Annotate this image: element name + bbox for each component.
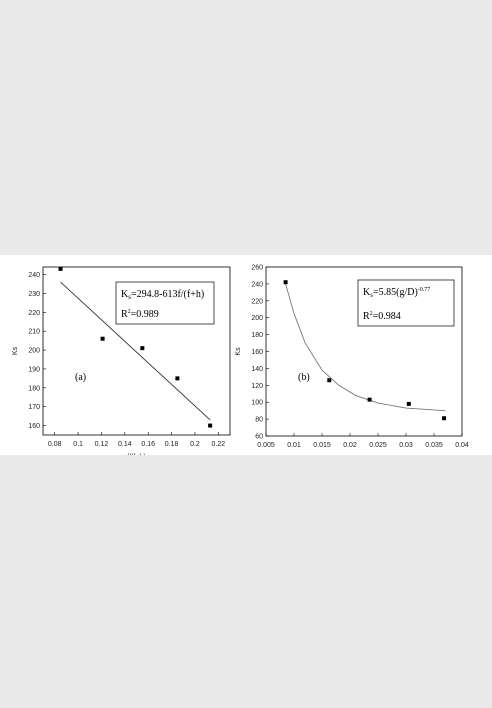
r-squared: R2=0.989 (121, 309, 159, 320)
data-point (283, 280, 288, 285)
chart-panel: 0.005 0.01 0.015 0.02 0.025 0.03 0.035 0.04 60 80… (235, 265, 469, 450)
plot-frame (42, 266, 231, 436)
y-tick-label: 160 (28, 423, 40, 430)
y-tick-label: 190 (28, 366, 40, 373)
y-tick-label: 170 (28, 404, 40, 411)
x-tick-label: 0.035 (425, 442, 443, 449)
x-tick-label: 0.025 (369, 442, 387, 449)
data-point (367, 397, 372, 402)
x-tick-label: 0.01 (287, 442, 301, 449)
panel-label: (a) (75, 372, 86, 383)
x-tick-label: 0.2 (190, 441, 200, 448)
x-tick-label: 0.015 (313, 442, 331, 449)
y-tick-label: 180 (251, 332, 263, 339)
panel-label: (b) (298, 372, 310, 383)
equation-part: K (121, 289, 129, 300)
y-axis-label: Ks (12, 346, 19, 355)
fit-line (285, 283, 446, 412)
equation: Ks=294.8-613f/(f+h) (121, 289, 204, 301)
x-tick-label: 0.12 (95, 441, 109, 448)
x-tick-label: 0.22 (212, 441, 226, 448)
y-tick-label: 230 (28, 291, 40, 298)
x-tick-label: 0.14 (118, 441, 132, 448)
x-tick-label: 0.03 (399, 442, 413, 449)
y-tick-label: 80 (255, 417, 263, 424)
equation-part: K (363, 287, 371, 298)
x-axis-label: f/(f+h) (127, 454, 145, 461)
x-tick-label: 0.04 (455, 442, 469, 449)
y-tick-label: 180 (28, 385, 40, 392)
y-axis-label: Ks (235, 347, 242, 356)
y-tick-label: 220 (28, 310, 40, 317)
data-point (406, 401, 411, 406)
r-squared-part: R (363, 311, 370, 322)
x-tick-label: 0.16 (141, 441, 155, 448)
equation-part: =294.8-613f/(f+h) (131, 289, 204, 300)
y-tick-label: 100 (251, 400, 263, 407)
data-point (208, 423, 213, 428)
y-tick-label: 120 (251, 383, 263, 390)
y-tick-label: 160 (251, 349, 263, 356)
r-squared-part: =0.989 (131, 309, 159, 320)
y-tick-label: 140 (251, 366, 263, 373)
r-squared: R2=0.984 (363, 311, 401, 322)
annotation-box (115, 281, 215, 325)
y-tick-label: 240 (28, 272, 40, 279)
data-point (140, 346, 145, 351)
figure-band (0, 255, 492, 455)
equation: Ks=5.85(g/D)-0.77 (363, 287, 430, 299)
equation-part: s (370, 291, 373, 299)
r-squared-part: 2 (370, 311, 373, 317)
data-point (100, 336, 105, 341)
equation-part: -0.77 (418, 287, 431, 293)
y-tick-label: 240 (251, 281, 263, 288)
y-tick-label: 200 (28, 348, 40, 355)
x-tick-label: 0.005 (257, 442, 275, 449)
fit-line (60, 281, 211, 421)
y-tick-label: 260 (251, 265, 263, 272)
equation-part: =5.85(g/D) (373, 287, 418, 298)
data-point (175, 376, 180, 381)
r-squared-part: 2 (128, 309, 131, 315)
chart-panel: 0.08 0.1 0.12 0.14 0.16 0.18 0.2 0.22 160 170 180 1… (12, 266, 231, 461)
equation-part: s (128, 293, 131, 301)
x-tick-label: 0.08 (48, 441, 62, 448)
data-point (442, 416, 447, 421)
data-point (327, 378, 332, 383)
x-tick-label: 0.1 (73, 441, 83, 448)
y-tick-label: 60 (255, 434, 263, 441)
y-tick-label: 220 (251, 298, 263, 305)
data-point (58, 266, 63, 271)
y-tick-label: 200 (251, 315, 263, 322)
r-squared-part: R (121, 309, 128, 320)
annotation-box (357, 279, 455, 327)
y-tick-label: 210 (28, 329, 40, 336)
x-tick-label: 0.18 (165, 441, 179, 448)
r-squared-part: =0.984 (373, 311, 401, 322)
x-tick-label: 0.02 (343, 442, 357, 449)
